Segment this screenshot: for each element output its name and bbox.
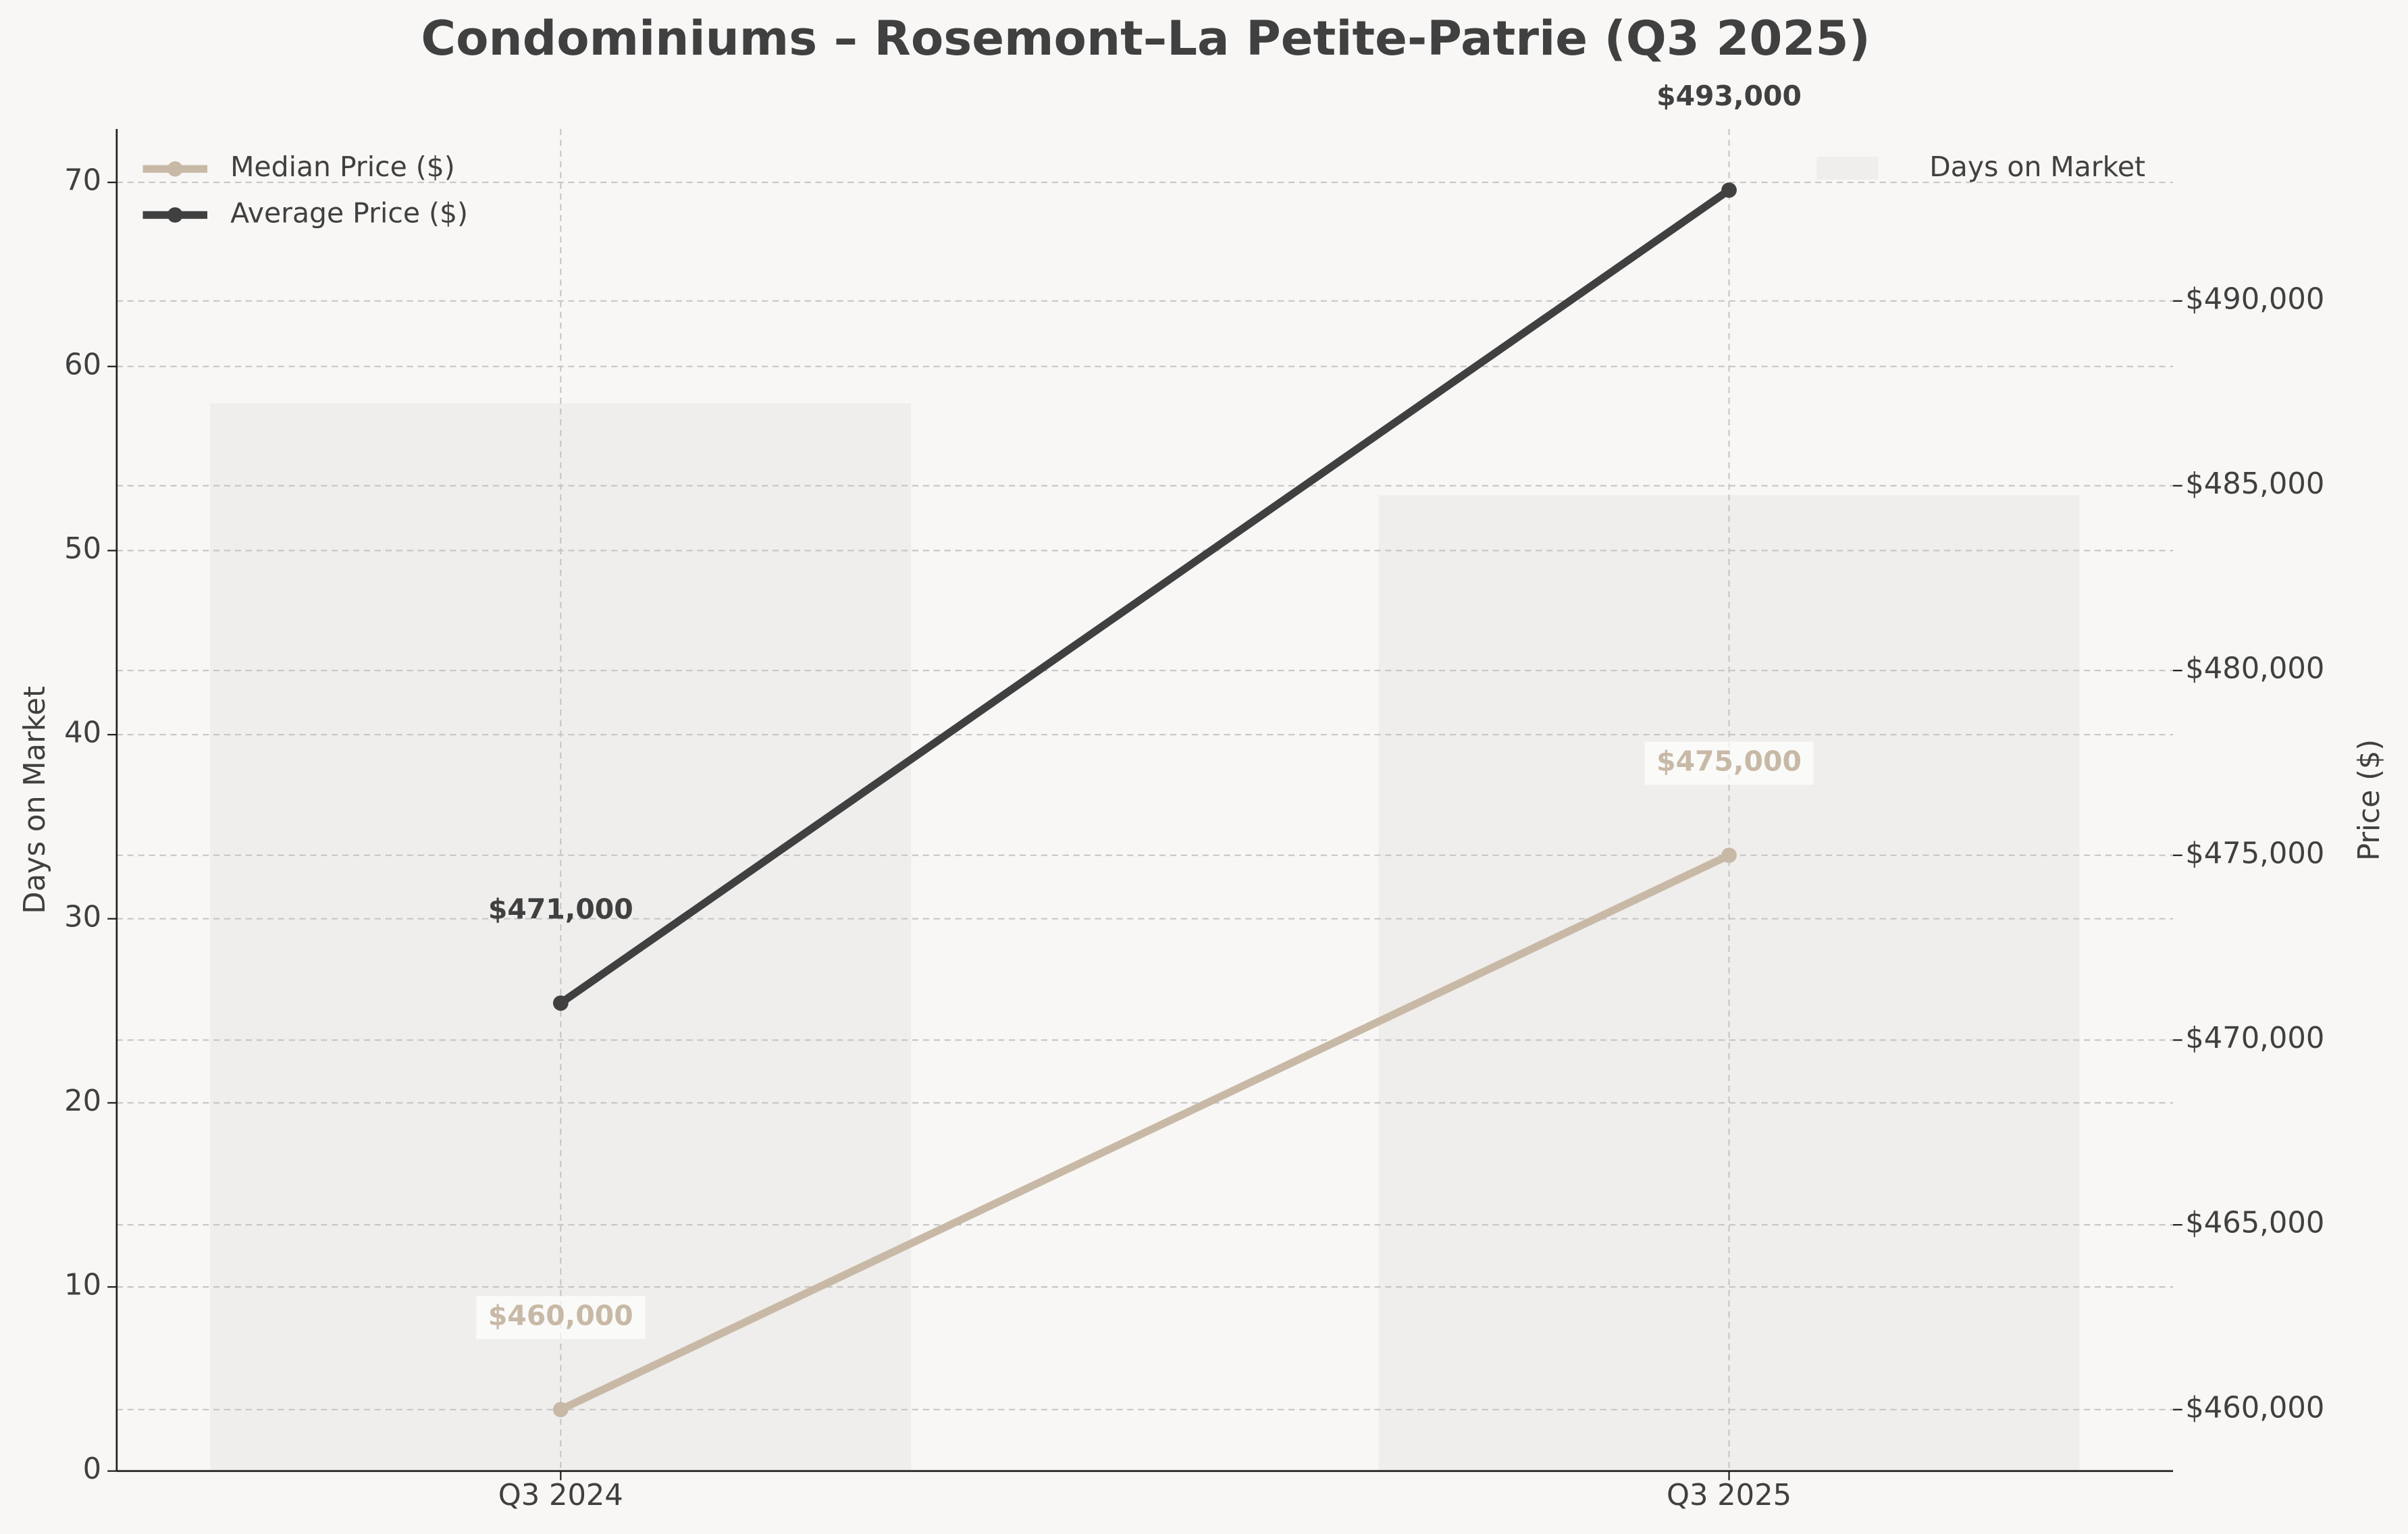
y-tick-label: 30 [64, 900, 101, 934]
y2-tick-label: $485,000 [2185, 467, 2324, 501]
chart-title: Condominiums – Rosemont–La Petite-Patrie… [421, 11, 1870, 66]
x-tick-label: Q3 2025 [1667, 1479, 1791, 1512]
y2-tick-label: $470,000 [2185, 1022, 2324, 1055]
value-label-box [476, 1296, 646, 1340]
value-label: $471,000 [488, 893, 633, 925]
point [1721, 182, 1737, 198]
legend-label: Average Price ($) [230, 196, 468, 229]
line [556, 851, 1733, 1414]
legend-label: Days on Market [1929, 151, 2145, 183]
y-tick-label: 40 [64, 716, 101, 750]
y-tick-label: 10 [64, 1269, 101, 1302]
y-tick-label: 60 [64, 348, 101, 381]
y-tick-label: 70 [64, 164, 101, 198]
y2-tick-label: $475,000 [2185, 837, 2324, 870]
value-label: $493,000 [1656, 80, 1802, 112]
x-tick-label: Q3 2024 [498, 1479, 623, 1512]
y-tick-label: 20 [64, 1084, 101, 1118]
y-tick-label: 0 [83, 1452, 102, 1486]
value-label: $460,000 [488, 1299, 633, 1331]
y-axis-label: Days on Market [18, 686, 52, 914]
point [552, 995, 569, 1011]
y2-tick-label: $460,000 [2185, 1391, 2324, 1425]
value-label: $475,000 [1656, 745, 1802, 777]
legend-swatch [1816, 156, 1879, 180]
y2-tick-label: $490,000 [2185, 282, 2324, 316]
point [1721, 847, 1737, 864]
y2-tick-label: $480,000 [2185, 652, 2324, 686]
y2-axis-label: Price ($) [2353, 739, 2386, 861]
y-tick-label: 50 [64, 532, 101, 566]
legend-marker [167, 161, 183, 177]
line [556, 186, 1733, 1007]
legend-label: Median Price ($) [230, 151, 455, 183]
value-label-box [1644, 741, 1814, 785]
point [552, 1402, 569, 1418]
legend-marker [167, 207, 183, 223]
y2-tick-label: $465,000 [2185, 1207, 2324, 1240]
